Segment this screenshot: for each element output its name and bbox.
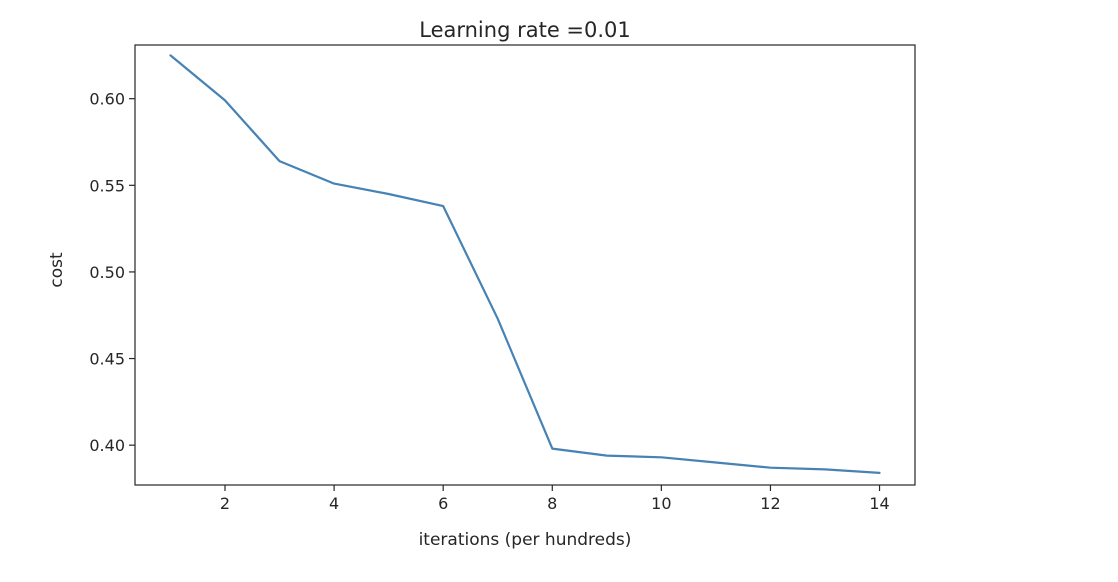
y-tick-label: 0.45: [89, 350, 125, 369]
y-tick-label: 0.40: [89, 436, 125, 455]
x-axis-label: iterations (per hundreds): [419, 530, 632, 550]
x-tick-label: 14: [869, 494, 889, 513]
y-tick-label: 0.50: [89, 263, 125, 282]
x-tick-label: 12: [760, 494, 780, 513]
x-tick-label: 6: [438, 494, 448, 513]
data-points: [170, 55, 880, 473]
x-axis-ticks: 2 4 6 8 10 12 14: [220, 485, 890, 513]
y-axis-ticks: 0.40 0.45 0.50 0.55 0.60: [89, 90, 135, 455]
y-tick-label: 0.55: [89, 176, 125, 195]
plot-area: [134, 44, 916, 486]
x-tick-label: 10: [651, 494, 671, 513]
x-tick-label: 8: [547, 494, 557, 513]
y-axis-label: cost: [47, 252, 67, 288]
x-tick-label: 2: [220, 494, 230, 513]
x-tick-label: 4: [329, 494, 339, 513]
y-tick-label: 0.60: [89, 90, 125, 109]
cost-series-line: [169, 54, 881, 474]
chart-title: Learning rate =0.01: [419, 18, 631, 42]
